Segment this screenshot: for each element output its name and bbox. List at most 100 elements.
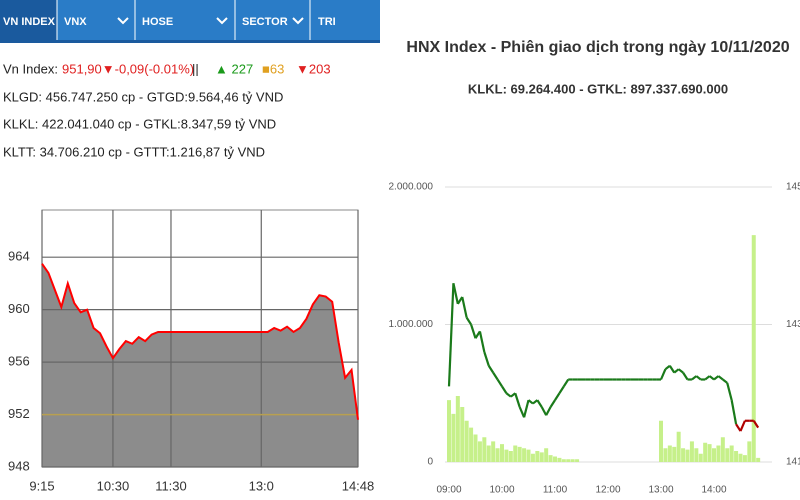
price-segment: [673, 368, 680, 374]
volume-bar: [447, 400, 451, 462]
volume-bar: [570, 459, 575, 462]
price-segment: [708, 375, 715, 381]
volume-bar: [659, 420, 663, 462]
price-segment: [549, 399, 556, 408]
volume-bar: [703, 442, 708, 462]
x-tick-label: 14:00: [701, 485, 726, 496]
volume-bar: [482, 437, 487, 462]
y-tick-label: 952: [8, 406, 30, 421]
price-segment: [447, 283, 455, 387]
price-segment: [726, 382, 733, 401]
volume-bar: [676, 431, 681, 462]
volume-bar: [544, 448, 549, 462]
price-segment: [558, 385, 565, 394]
summary-line: KLKL: 422.041.040 cp - GTKL:8.347,59 tỷ …: [3, 116, 276, 131]
volume-bar: [667, 445, 672, 462]
y-tick-label: 964: [8, 249, 30, 264]
volume-bar: [548, 455, 553, 462]
index-label: Vn Index:: [3, 61, 58, 76]
y2-tick-label: 145: [786, 182, 800, 193]
tab[interactable]: SECTOR: [242, 16, 288, 28]
volume-bar: [477, 441, 482, 462]
price-segment: [483, 351, 490, 367]
tab[interactable]: TRI: [318, 16, 336, 28]
volume-bar: [508, 451, 513, 462]
volume-bar: [672, 446, 677, 462]
price-segment: [514, 392, 521, 408]
y2-tick-label: 141: [786, 457, 800, 468]
volume-bar: [742, 455, 747, 462]
volume-bar: [663, 448, 668, 462]
active-tab-bg: [0, 0, 57, 40]
price-segment: [668, 365, 676, 374]
price-segment: [717, 375, 724, 381]
volume-bar: [522, 448, 527, 462]
x-tick-label: 12:00: [595, 485, 620, 496]
x-tick-label: 14:48: [342, 478, 375, 493]
price-segment: [540, 406, 548, 416]
separator: ||: [192, 61, 199, 76]
volume-bar: [681, 448, 686, 462]
volume-bar: [464, 420, 469, 462]
volume-bar: [469, 427, 474, 462]
price-segment: [505, 392, 512, 398]
volume-bar: [756, 457, 761, 462]
index-value: 951,90▼-0,09(-0.01%): [62, 61, 194, 76]
price-segment: [470, 324, 477, 339]
price-segment: [713, 375, 720, 381]
volume-bar: [455, 396, 460, 462]
price-segment: [739, 420, 746, 432]
x-tick-label: 11:30: [155, 478, 187, 493]
volume-bar: [725, 448, 730, 462]
y-tick-label: 948: [8, 458, 30, 473]
price-segment: [752, 420, 760, 429]
chart-subtitle: KLKL: 69.264.400 - GTKL: 897.337.690.000: [468, 81, 728, 96]
tab[interactable]: VN INDEX: [3, 16, 56, 28]
volume-bar: [553, 456, 557, 462]
x-tick-label: 9:15: [29, 478, 54, 493]
summary-line: KLGD: 456.747.250 cp - GTGD:9.564,46 tỷ …: [3, 89, 283, 104]
price-segment: [562, 378, 570, 387]
y-tick-label: 0: [427, 457, 433, 468]
price-segment: [554, 392, 561, 401]
volume-bar: [747, 441, 752, 462]
volume-bar: [451, 413, 456, 462]
x-tick-label: 11:00: [543, 485, 568, 496]
x-tick-label: 13:00: [648, 485, 673, 496]
price-segment: [691, 375, 698, 381]
tab-bar: [0, 0, 380, 40]
price-segment: [501, 385, 508, 394]
volume-bar: [707, 444, 712, 462]
price-segment: [523, 399, 530, 418]
volume-bar: [566, 459, 571, 462]
volume-bar: [526, 449, 531, 462]
price-segment: [735, 423, 742, 432]
volume-bar: [712, 448, 716, 462]
tab[interactable]: HOSE: [142, 16, 173, 28]
volume-bar: [517, 446, 522, 462]
volume-bar: [535, 451, 540, 462]
price-segment: [492, 372, 499, 381]
tab[interactable]: VNX: [64, 16, 87, 28]
volume-bar: [513, 445, 518, 462]
price-segment: [730, 399, 738, 425]
price-segment: [659, 368, 667, 380]
chart-title: HNX Index - Phiên giao dịch trong ngày 1…: [406, 39, 789, 56]
volume-bar: [685, 449, 690, 462]
x-tick-label: 13:0: [249, 478, 274, 493]
area-fill: [42, 263, 358, 467]
price-segment: [478, 331, 486, 353]
price-segment: [465, 317, 473, 326]
x-tick-label: 09:00: [436, 485, 461, 496]
x-tick-label: 10:00: [489, 485, 514, 496]
price-segment: [704, 375, 711, 381]
y-tick-label: 2.000.000: [389, 182, 434, 193]
volume-bar: [720, 437, 725, 462]
volume-bar: [530, 453, 535, 462]
volume-bar: [716, 445, 721, 462]
volume-bar: [473, 434, 478, 462]
advances: ▲ 227: [215, 61, 253, 76]
volume-bar: [460, 407, 465, 462]
price-segment: [461, 296, 468, 318]
